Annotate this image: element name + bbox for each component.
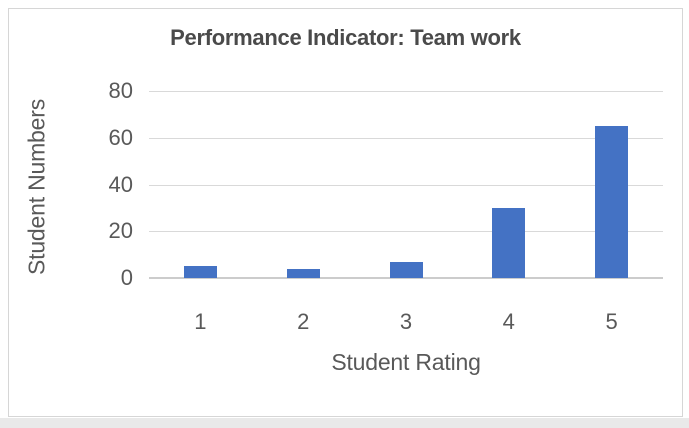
bar-rating-2 (286, 268, 320, 278)
x-axis-title: Student Rating (331, 349, 481, 375)
y-axis-tick-label: 20 (108, 218, 133, 244)
y-axis-tick-label: 0 (120, 265, 133, 290)
bar-rating-1 (183, 266, 217, 278)
bar-rating-4 (492, 207, 526, 278)
x-axis-tick-label: 2 (297, 309, 310, 334)
bottom-strip (0, 418, 689, 428)
gridline (149, 137, 663, 139)
y-axis-tick-label: 80 (108, 78, 133, 103)
x-axis-line (149, 277, 663, 279)
chart-title: Performance Indicator: Team work (170, 25, 521, 50)
gridline (149, 184, 663, 186)
gridline (149, 91, 663, 92)
x-axis-tick-label: 4 (502, 309, 515, 334)
x-axis-tick-label: 1 (194, 309, 207, 334)
chart-frame: Performance Indicator: Team work Student… (8, 8, 683, 417)
x-axis-tick-label: 3 (399, 309, 413, 334)
gridline (149, 231, 663, 233)
bar-rating-5 (595, 126, 629, 278)
bar-rating-3 (389, 261, 423, 278)
y-axis-tick-label: 40 (108, 171, 133, 197)
y-axis-tick-label: 60 (108, 124, 133, 150)
plot-area (149, 91, 663, 279)
y-axis-title-label: Student Numbers (23, 99, 50, 275)
x-axis-tick-label: 5 (605, 309, 618, 334)
